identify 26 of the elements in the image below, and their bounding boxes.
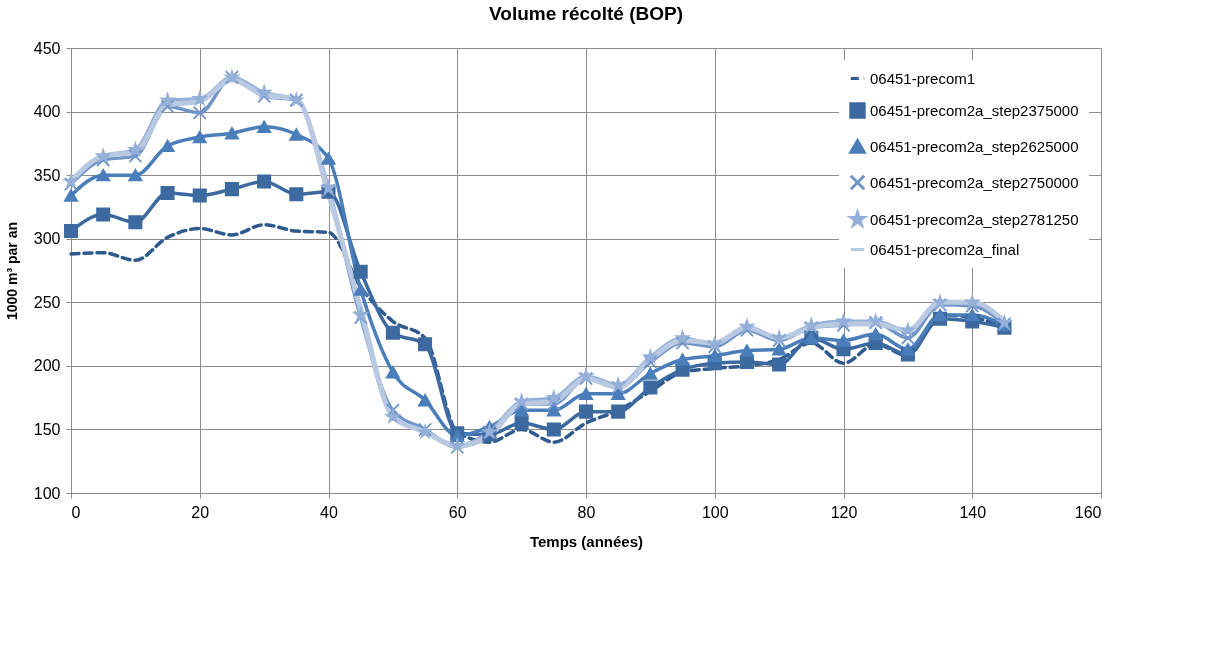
x-tick-label: 40 bbox=[320, 503, 338, 521]
legend-label: 06451-precom2a_step2375000 bbox=[870, 101, 1079, 119]
y-axis-title: 1000 m³ par an bbox=[3, 221, 20, 321]
y-tick-label: 100 bbox=[33, 484, 61, 502]
x-tick-label: 80 bbox=[577, 503, 596, 521]
legend-label: 06451-precom2a_final bbox=[870, 240, 1020, 258]
x-tick-label: 20 bbox=[191, 503, 210, 521]
x-axis-title: Temps (années) bbox=[529, 532, 644, 550]
legend-label: 06451-precom2a_step2750000 bbox=[870, 173, 1079, 191]
legend-label: 06451-precom2a_step2625000 bbox=[870, 137, 1079, 155]
x-tick-label: 140 bbox=[959, 503, 987, 521]
y-tick-label: 450 bbox=[33, 39, 61, 57]
y-tick-label: 350 bbox=[33, 166, 61, 184]
legend-label: 06451-precom2a_step2781250 bbox=[870, 210, 1079, 228]
y-tick-label: 150 bbox=[33, 420, 61, 438]
x-tick-label: 120 bbox=[830, 503, 858, 521]
y-tick-label: 200 bbox=[33, 357, 61, 375]
y-tick-label: 300 bbox=[33, 230, 61, 248]
x-tick-label: 60 bbox=[448, 503, 467, 521]
x-tick-label: 100 bbox=[701, 503, 729, 521]
y-tick-label: 400 bbox=[33, 103, 61, 121]
x-tick-label: 0 bbox=[71, 503, 81, 521]
chart-title: Volume récolté (BOP) bbox=[489, 3, 683, 24]
y-tick-label: 250 bbox=[33, 293, 61, 311]
legend-label: 06451-precom1 bbox=[870, 69, 976, 87]
x-tick-label: 160 bbox=[1074, 503, 1102, 521]
